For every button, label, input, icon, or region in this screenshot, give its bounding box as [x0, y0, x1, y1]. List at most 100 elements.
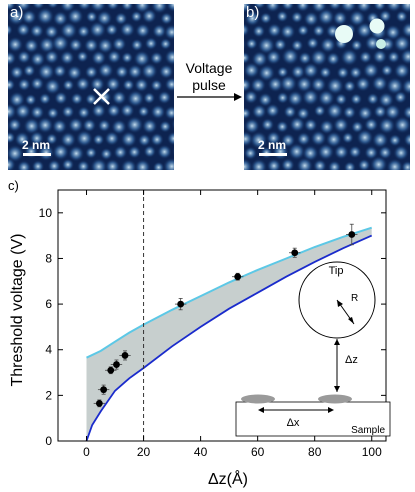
stm-feature — [106, 103, 121, 118]
stm-feature — [158, 120, 172, 133]
stm-feature — [67, 7, 84, 25]
stm-feature — [373, 104, 388, 119]
stm-feature — [137, 105, 150, 118]
stm-feature — [23, 117, 41, 135]
stm-feature — [45, 132, 58, 146]
data-point — [100, 386, 108, 394]
stm-feature — [356, 128, 374, 147]
stm-feature — [120, 4, 134, 12]
stm-feature — [29, 105, 45, 120]
stm-feature — [276, 91, 289, 105]
stm-feature — [106, 4, 120, 11]
stm-feature — [21, 9, 37, 25]
stm-feature — [333, 144, 349, 160]
stm-feature — [8, 117, 22, 133]
stm-feature — [52, 10, 69, 27]
stm-feature — [244, 77, 252, 93]
stm-feature — [287, 90, 304, 107]
stm-feature — [366, 92, 380, 106]
pulse-position-marker — [93, 88, 110, 105]
stm-feature — [159, 37, 172, 51]
stm-feature — [82, 118, 97, 133]
stm-feature — [75, 129, 93, 148]
stm-feature — [76, 24, 91, 39]
stm-feature — [105, 23, 119, 37]
stm-feature — [150, 79, 163, 92]
x-tick-label: 40 — [194, 445, 208, 459]
dx-label: Δx — [287, 417, 300, 429]
stm-feature — [158, 64, 174, 80]
stm-feature — [303, 118, 318, 133]
stm-feature — [369, 155, 388, 170]
y-axis-label: Threshold voltage (V) — [9, 234, 26, 387]
stm-feature — [141, 8, 157, 24]
stm-feature — [14, 131, 31, 148]
panel-label-b: b) — [246, 4, 260, 21]
stm-feature — [16, 22, 31, 37]
stm-feature — [157, 144, 172, 160]
panel-label-c: c) — [8, 178, 19, 193]
stm-feature — [326, 102, 344, 120]
stm-feature — [252, 4, 267, 10]
stm-feature — [310, 48, 328, 67]
stm-feature — [244, 37, 247, 51]
stm-feature — [290, 64, 306, 80]
stm-feature — [84, 146, 98, 159]
stm-feature — [350, 93, 363, 106]
stm-feature — [127, 63, 143, 80]
stm-feature — [393, 144, 410, 161]
stm-feature — [85, 93, 98, 106]
model-band — [86, 227, 372, 441]
stm-feature — [339, 4, 358, 13]
stm-feature — [310, 130, 327, 147]
stm-feature — [61, 105, 75, 119]
stm-feature — [135, 23, 151, 39]
stm-feature — [59, 50, 75, 66]
stm-feature — [104, 158, 121, 170]
stm-feature — [166, 131, 174, 146]
stm-feature — [306, 36, 320, 50]
dz-arrow-top — [334, 339, 340, 345]
data-point — [121, 352, 129, 359]
bright-adatom — [335, 25, 353, 43]
stm-feature — [287, 142, 306, 161]
radius-arrow-start — [337, 300, 343, 307]
stm-feature — [97, 37, 114, 54]
stm-feature — [266, 22, 282, 38]
stm-feature — [111, 119, 127, 135]
stm-feature — [258, 92, 273, 107]
stm-feature — [373, 4, 387, 12]
stm-feature — [273, 37, 287, 52]
stm-feature — [97, 118, 111, 133]
stm-feature — [89, 76, 105, 92]
stm-feature — [137, 133, 152, 147]
data-point — [177, 300, 185, 308]
stm-feature — [348, 145, 362, 159]
stm-feature — [313, 104, 326, 117]
stm-feature — [97, 62, 114, 79]
stm-feature — [378, 145, 393, 160]
y-tick-label: 10 — [39, 206, 53, 220]
stm-feature — [44, 24, 59, 40]
stm-feature — [44, 49, 60, 65]
stm-feature — [9, 65, 25, 80]
stm-feature — [119, 21, 136, 38]
stm-feature — [403, 132, 410, 147]
panel-label-a: a) — [10, 4, 24, 21]
stm-feature — [91, 50, 107, 66]
stm-feature — [402, 105, 410, 120]
stm-feature — [326, 76, 345, 95]
stm-feature — [326, 51, 341, 66]
stm-feature — [46, 4, 59, 9]
stm-feature — [84, 65, 99, 79]
stm-feature — [164, 77, 174, 92]
arrow-icon — [177, 93, 242, 101]
stm-feature — [91, 103, 107, 119]
stm-feature — [384, 103, 401, 121]
stm-feature — [312, 24, 326, 38]
y-tick-label: 2 — [45, 388, 52, 402]
stm-feature — [265, 49, 282, 66]
stm-feature — [301, 88, 320, 106]
stm-feature — [53, 91, 68, 106]
stm-feature — [318, 66, 332, 79]
